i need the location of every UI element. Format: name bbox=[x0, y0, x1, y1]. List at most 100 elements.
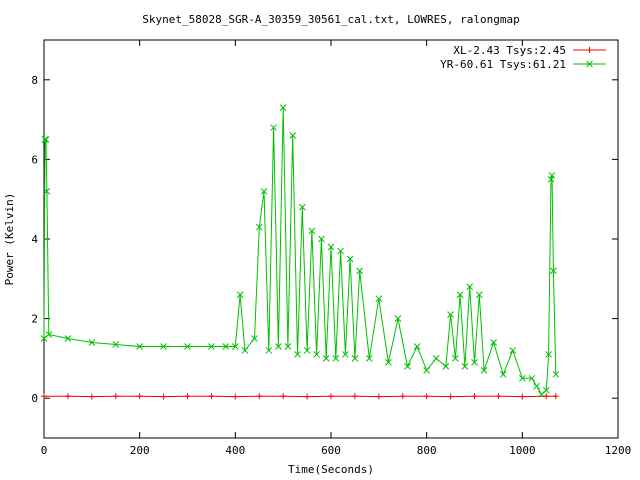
data-point bbox=[538, 390, 545, 398]
data-point bbox=[528, 374, 536, 382]
y-tick-label: 2 bbox=[31, 313, 38, 326]
data-point bbox=[298, 203, 306, 211]
y-tick-label: 6 bbox=[31, 153, 38, 166]
data-point bbox=[255, 223, 263, 231]
data-point bbox=[136, 343, 144, 350]
data-point bbox=[184, 343, 191, 350]
data-point bbox=[304, 393, 311, 400]
series-layer bbox=[40, 104, 560, 400]
data-point bbox=[533, 382, 541, 390]
data-point bbox=[543, 393, 550, 400]
data-point bbox=[471, 359, 478, 366]
data-point bbox=[332, 355, 340, 362]
data-point bbox=[447, 393, 454, 400]
data-point bbox=[112, 393, 119, 400]
data-point bbox=[341, 351, 349, 358]
x-tick-label: 800 bbox=[417, 444, 437, 457]
data-point bbox=[552, 370, 560, 378]
series-1 bbox=[40, 104, 560, 398]
x-axis-label: Time(Seconds) bbox=[288, 463, 374, 476]
data-point bbox=[284, 343, 292, 350]
data-point bbox=[375, 393, 382, 400]
data-point bbox=[308, 227, 316, 235]
data-point bbox=[275, 343, 282, 350]
data-point bbox=[88, 339, 96, 346]
data-point bbox=[260, 187, 268, 195]
data-point bbox=[222, 343, 230, 350]
x-tick-label: 1200 bbox=[605, 444, 632, 457]
data-point bbox=[413, 343, 421, 350]
data-point bbox=[208, 343, 215, 350]
data-point bbox=[542, 386, 550, 394]
data-point bbox=[41, 393, 47, 400]
y-axis: 0 2 4 6 8 bbox=[31, 74, 618, 405]
legend-marker bbox=[586, 60, 593, 68]
x-tick-label: 1000 bbox=[509, 444, 536, 457]
data-point bbox=[375, 295, 383, 303]
data-point bbox=[231, 343, 239, 350]
data-point bbox=[509, 347, 517, 354]
data-point bbox=[550, 267, 557, 275]
data-point bbox=[356, 267, 364, 275]
data-point bbox=[303, 347, 311, 354]
data-point bbox=[265, 347, 273, 354]
data-point bbox=[184, 393, 191, 400]
data-point bbox=[490, 339, 497, 346]
legend-item: YR-60.61 Tsys:61.21 bbox=[440, 58, 606, 71]
data-point bbox=[208, 393, 215, 400]
y-tick-label: 4 bbox=[31, 233, 38, 246]
data-point bbox=[241, 347, 249, 354]
data-point bbox=[495, 393, 502, 400]
data-point bbox=[289, 132, 297, 139]
x-tick-label: 400 bbox=[225, 444, 245, 457]
data-point bbox=[160, 393, 167, 400]
data-point bbox=[545, 351, 552, 358]
data-point bbox=[346, 255, 354, 263]
data-point bbox=[236, 291, 244, 299]
data-point bbox=[136, 393, 143, 400]
data-point bbox=[232, 393, 239, 400]
data-point bbox=[365, 355, 373, 362]
data-point bbox=[519, 393, 526, 400]
data-point bbox=[313, 351, 321, 358]
legend-label: XL-2.43 Tsys:2.45 bbox=[453, 44, 566, 57]
data-point bbox=[499, 370, 507, 378]
data-point bbox=[328, 393, 334, 400]
data-point bbox=[456, 291, 464, 299]
data-point bbox=[471, 393, 478, 400]
data-point bbox=[552, 393, 559, 400]
data-point bbox=[294, 351, 301, 358]
data-point bbox=[480, 366, 488, 374]
data-point bbox=[327, 243, 335, 251]
chart-title: Skynet_58028_SGR-A_30359_30561_cal.txt, … bbox=[142, 13, 520, 26]
data-point bbox=[318, 235, 325, 243]
data-point bbox=[518, 374, 526, 382]
data-point bbox=[64, 335, 72, 342]
data-point bbox=[41, 136, 49, 143]
data-point bbox=[399, 393, 406, 400]
x-axis: 0 200 400 600 800 1000 1200 bbox=[41, 40, 632, 457]
x-tick-label: 600 bbox=[321, 444, 341, 457]
y-tick-label: 0 bbox=[31, 392, 38, 405]
data-point bbox=[351, 393, 358, 400]
data-point bbox=[351, 355, 359, 362]
data-point bbox=[432, 355, 440, 362]
data-point bbox=[385, 359, 392, 366]
data-point bbox=[404, 363, 411, 370]
data-point bbox=[256, 393, 263, 400]
data-point bbox=[279, 104, 287, 112]
data-point bbox=[88, 393, 95, 400]
x-tick-label: 0 bbox=[41, 444, 48, 457]
data-point bbox=[322, 355, 330, 362]
data-point bbox=[475, 291, 483, 299]
data-point bbox=[452, 355, 459, 362]
data-point bbox=[42, 136, 50, 143]
data-point bbox=[548, 171, 556, 179]
series-0 bbox=[41, 393, 559, 400]
data-point bbox=[447, 311, 454, 318]
data-point bbox=[423, 366, 431, 374]
data-point bbox=[461, 363, 469, 370]
data-point bbox=[442, 363, 450, 370]
